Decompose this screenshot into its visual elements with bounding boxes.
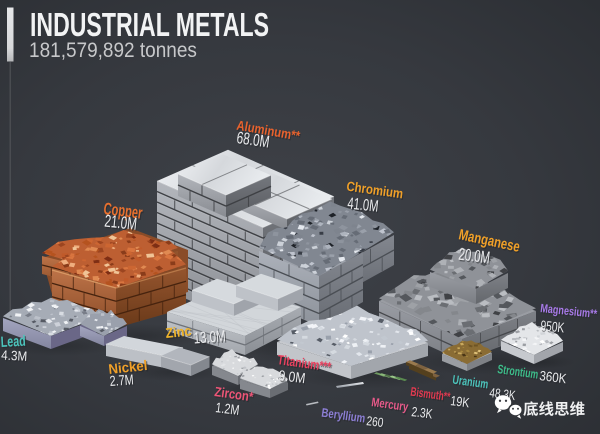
svg-text:Lead: Lead [2,334,28,352]
svg-text:Copper: Copper [103,199,144,223]
svg-text:41.0M: 41.0M [348,196,381,217]
svg-text:950K: 950K [541,319,567,337]
svg-text:260: 260 [366,413,385,430]
svg-text:9.0M: 9.0M [279,370,308,389]
svg-text:68.0M: 68.0M [236,130,271,153]
svg-text:20.0M: 20.0M [459,246,493,269]
svg-text:950K: 950K [540,317,566,335]
svg-text:Magnesium**: Magnesium** [540,301,598,321]
svg-text:20.0M: 20.0M [458,245,492,268]
svg-text:4.3M: 4.3M [2,349,29,365]
svg-text:Uranium: Uranium [453,374,491,393]
svg-text:19K: 19K [451,395,472,412]
svg-text:260: 260 [367,415,386,432]
svg-text:1.2M: 1.2M [216,401,242,420]
svg-text:360K: 360K [540,370,569,388]
svg-text:1.2M: 1.2M [215,399,241,418]
svg-text:Zinc: Zinc [165,322,193,341]
svg-text:Beryllium: Beryllium [322,407,368,427]
svg-text:13.0M: 13.0M [194,330,227,349]
svg-text:Nickel: Nickel [108,357,148,377]
svg-text:INDUSTRIAL METALS: INDUSTRIAL METALS [30,7,269,44]
svg-text:Lead: Lead [0,333,26,351]
svg-text:2.3K: 2.3K [412,406,435,423]
svg-text:Bismuth**: Bismuth** [410,385,452,404]
svg-text:Zircon*: Zircon* [214,384,255,404]
svg-text:Beryllium: Beryllium [321,406,367,426]
svg-text:4.3M: 4.3M [1,348,28,364]
svg-text:Nickel: Nickel [109,358,149,378]
svg-text:41.0M: 41.0M [347,195,380,216]
svg-text:Bismuth**: Bismuth** [411,386,453,405]
svg-text:2.3K: 2.3K [411,404,434,421]
svg-text:Strontium: Strontium [498,364,541,384]
svg-text:Zinc: Zinc [166,324,194,343]
svg-text:68.0M: 68.0M [235,128,270,151]
svg-text:Magnesium**: Magnesium** [541,303,599,323]
svg-text:2.7M: 2.7M [110,374,135,392]
svg-text:Mercury: Mercury [371,395,410,414]
svg-text:2.7M: 2.7M [109,372,134,390]
svg-text:19K: 19K [450,393,471,410]
svg-text:Zircon*: Zircon* [215,386,256,406]
svg-text:9.0M: 9.0M [278,368,307,387]
svg-text:21.0M: 21.0M [104,211,138,234]
svg-text:Copper: Copper [104,201,145,225]
svg-text:Uranium: Uranium [452,373,490,392]
svg-text:13.0M: 13.0M [193,328,226,347]
svg-text:Strontium: Strontium [497,362,540,382]
svg-text:21.0M: 21.0M [105,212,139,235]
svg-text:181,579,892 tonnes: 181,579,892 tonnes [29,39,197,62]
svg-text:360K: 360K [539,368,568,386]
svg-text:Mercury: Mercury [372,397,411,416]
